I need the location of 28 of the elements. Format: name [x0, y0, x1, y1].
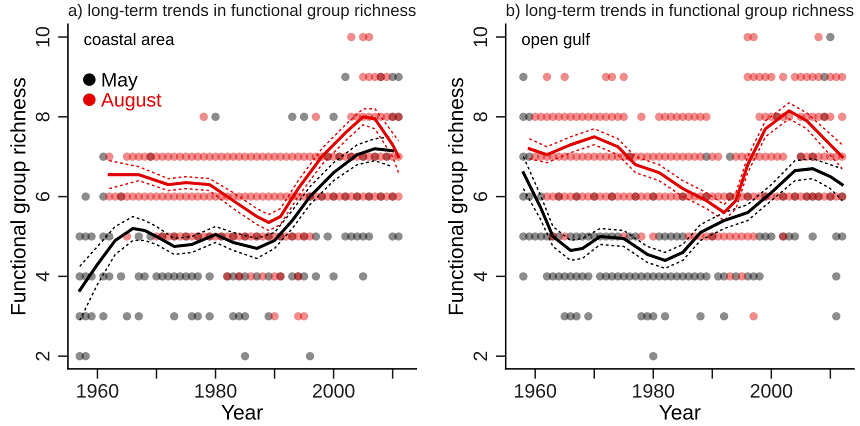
legend-label: August: [101, 93, 162, 111]
y-tick-label: 4: [474, 272, 488, 282]
x-tick-label: 1960: [77, 384, 118, 398]
line-series: [79, 136, 394, 268]
y-tick-label: 2: [36, 352, 50, 361]
y-tick-label: 4: [36, 272, 50, 282]
x-tick-label: 1960: [515, 384, 556, 398]
chart-title: a) long-term trends in functional group richness: [68, 4, 416, 20]
y-tick-label: 10: [36, 26, 50, 46]
x-tick-label: 2000: [750, 384, 792, 398]
chart-title: b) long-term trends in functional group richness: [506, 4, 854, 20]
x-axis-title: Year: [222, 405, 263, 420]
x-tick-label: 1980: [195, 384, 236, 398]
annotation: open gulf: [522, 32, 590, 48]
y-tick-label: 2: [473, 352, 488, 361]
y-tick-label: 10: [473, 26, 488, 46]
line-series: [78, 147, 394, 292]
y-tick-label: 6: [36, 192, 50, 202]
y-axis-title: Functional group richness: [10, 78, 30, 314]
x-tick-label: 2000: [312, 384, 354, 398]
y-axis-title: Functional group richness: [448, 78, 468, 314]
y-tick-label: 8: [473, 112, 488, 122]
annotation: coastal area: [84, 32, 174, 46]
y-tick-label: 6: [473, 192, 488, 202]
x-tick-label: 1980: [633, 384, 674, 398]
x-axis-title: Year: [659, 405, 701, 420]
legend-label: May: [102, 73, 138, 90]
y-tick-label: 8: [36, 112, 50, 122]
